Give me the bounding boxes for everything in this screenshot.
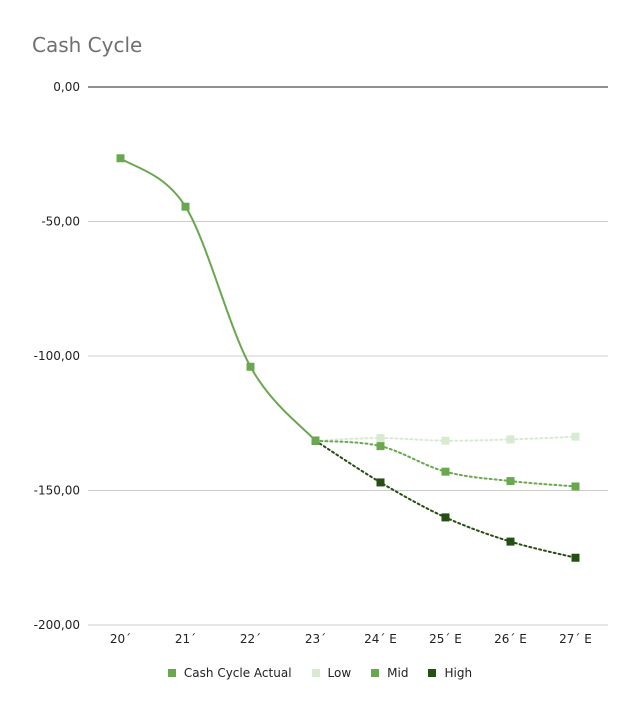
legend-swatch (428, 669, 437, 677)
y-tick-label: -50,00 (41, 215, 80, 229)
series-line-high (314, 439, 577, 559)
chart-title: Cash Cycle (32, 33, 143, 57)
legend-item-mid: Mid (371, 666, 408, 680)
y-tick-label: 0,00 (53, 80, 80, 94)
data-point-cash-cycle-actual (246, 362, 255, 371)
y-tick-label: -100,00 (34, 349, 80, 363)
data-point-low (571, 432, 580, 441)
data-point-high (506, 537, 515, 546)
x-tick-label: 25´ E (429, 632, 462, 646)
series-line-mid (314, 439, 577, 488)
legend-label: Cash Cycle Actual (183, 666, 292, 680)
x-tick-label: 27´ E (559, 632, 592, 646)
legend-swatch (371, 669, 380, 677)
legend-item-cash-cycle-actual: Cash Cycle Actual (167, 666, 292, 680)
data-point-high (441, 513, 450, 522)
x-tick-label: 20´ (110, 632, 131, 646)
x-tick-label: 24´ E (364, 632, 397, 646)
data-point-low (376, 434, 385, 443)
x-tick-label: 22´ (240, 632, 261, 646)
data-point-cash-cycle-actual (311, 436, 320, 445)
x-tick-label: 23´ (305, 632, 326, 646)
legend-item-high: High (428, 666, 472, 680)
legend-item-low: Low (311, 666, 352, 680)
data-point-mid (376, 442, 385, 451)
data-point-mid (571, 482, 580, 491)
data-point-cash-cycle-actual (181, 202, 190, 211)
y-tick-label: -200,00 (34, 618, 80, 632)
data-point-low (506, 435, 515, 444)
legend-label: High (444, 666, 473, 680)
legend: Cash Cycle Actual Low Mid High (0, 666, 640, 680)
data-point-high (376, 478, 385, 487)
y-tick-label: -150,00 (34, 484, 80, 498)
data-point-cash-cycle-actual (116, 154, 125, 163)
legend-swatch (167, 669, 176, 677)
series-line-cash-cycle-actual (119, 157, 317, 442)
data-point-mid (506, 477, 515, 486)
legend-label: Low (327, 666, 352, 680)
legend-label: Mid (387, 666, 409, 680)
x-tick-label: 21´ (175, 632, 196, 646)
data-point-high (571, 553, 580, 562)
legend-swatch (311, 669, 320, 677)
data-point-mid (441, 467, 450, 476)
data-point-low (441, 436, 450, 445)
x-tick-label: 26´ E (494, 632, 527, 646)
